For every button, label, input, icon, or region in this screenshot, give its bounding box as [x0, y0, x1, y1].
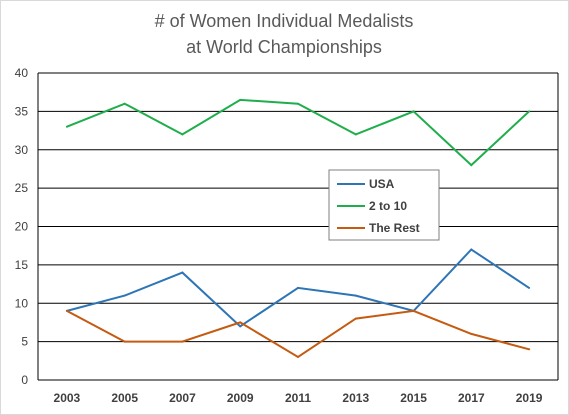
data-point: [528, 348, 531, 351]
chart-title-line-2: at World Championships: [186, 37, 382, 57]
data-point: [528, 286, 531, 289]
axes: [37, 73, 559, 381]
gridlines: [38, 72, 558, 343]
y-tick-label: 10: [15, 296, 29, 310]
legend: USA 2 to 10 The Rest: [328, 169, 440, 241]
x-tick-label: 2019: [516, 391, 543, 405]
data-point: [181, 133, 184, 136]
series-line-the-rest: [66, 309, 530, 359]
y-tick-label: 5: [21, 335, 28, 349]
chart-title-line-1: # of Women Individual Medalists: [155, 11, 414, 31]
data-point: [470, 332, 473, 335]
x-tick-label: 2005: [111, 391, 138, 405]
y-tick-labels: 0 5 10 15 20 25 30 35 40: [15, 66, 29, 387]
data-point: [181, 271, 184, 274]
data-point: [65, 309, 68, 312]
x-tick-label: 2011: [285, 391, 311, 405]
data-point: [412, 309, 415, 312]
legend-label: 2 to 10: [369, 199, 407, 213]
data-point: [239, 325, 242, 328]
y-tick-label: 35: [15, 104, 29, 118]
data-point: [297, 355, 299, 358]
data-point: [354, 317, 357, 320]
y-tick-label: 20: [15, 220, 29, 234]
data-point: [470, 164, 473, 167]
x-tick-label: 2017: [458, 391, 485, 405]
series-line-2-to-10: [66, 98, 530, 167]
y-tick-label: 0: [21, 373, 28, 387]
data-point: [354, 294, 357, 297]
data-point: [123, 340, 126, 343]
x-tick-label: 2009: [227, 391, 254, 405]
y-tick-label: 30: [15, 143, 29, 157]
data-point: [297, 102, 299, 105]
x-tick-label: 2015: [400, 391, 427, 405]
data-point: [123, 294, 126, 297]
y-tick-label: 40: [15, 66, 29, 80]
data-point: [297, 286, 299, 289]
y-tick-label: 15: [15, 258, 29, 272]
series-lines: [65, 98, 531, 359]
data-point: [65, 125, 68, 128]
data-point: [239, 321, 242, 324]
data-point: [412, 110, 415, 113]
data-point: [123, 102, 126, 105]
legend-label: USA: [369, 177, 395, 191]
data-point: [181, 340, 184, 343]
data-point: [470, 248, 473, 251]
x-tick-label: 2013: [342, 391, 369, 405]
data-point: [354, 133, 357, 136]
x-tick-label: 2003: [54, 391, 81, 405]
x-tick-labels: 2003 2005 2007 2009 2011 2013 2015 2017 2019: [54, 391, 543, 405]
y-tick-label: 25: [15, 181, 29, 195]
data-point: [528, 110, 531, 113]
data-point: [239, 98, 242, 101]
x-tick-label: 2007: [169, 391, 196, 405]
legend-label: The Rest: [369, 221, 420, 235]
